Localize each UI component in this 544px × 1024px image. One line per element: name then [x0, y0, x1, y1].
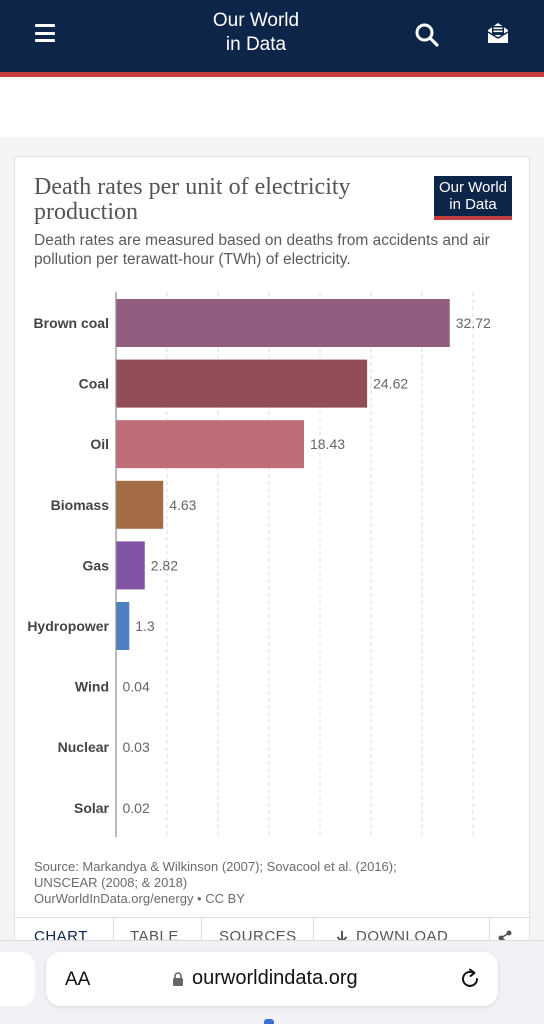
site-header: Our World in Data	[0, 0, 544, 77]
reload-icon[interactable]	[458, 967, 482, 991]
owid-logo-badge[interactable]: Our World in Data	[434, 176, 512, 220]
bar-gas[interactable]	[116, 541, 145, 590]
source-line2: UNSCEAR (2008; & 2018)	[34, 875, 188, 890]
address-bar[interactable]: AA ourworldindata.org	[46, 952, 498, 1006]
bar-chart: Brown coal 32.72 Coal 24.62 Oil 18.43 Biomass 4…	[27, 292, 491, 837]
badge-accent	[434, 216, 512, 220]
search-icon[interactable]	[414, 22, 440, 48]
category-label: Biomass	[51, 497, 110, 513]
value-label: 0.04	[123, 679, 150, 695]
value-label: 0.02	[123, 800, 150, 816]
value-label: 1.3	[135, 618, 155, 634]
tab-divider	[489, 918, 490, 958]
previous-tab-peek[interactable]	[0, 952, 35, 1006]
bar-brown-coal[interactable]	[116, 299, 450, 347]
value-label: 0.03	[123, 739, 150, 755]
tab-divider	[313, 918, 314, 958]
hamburger-menu-icon[interactable]	[35, 24, 55, 42]
category-label: Coal	[79, 376, 109, 392]
bar-oil[interactable]	[116, 420, 304, 469]
bar-hydropower[interactable]	[116, 602, 130, 650]
category-label: Gas	[83, 557, 110, 573]
value-label: 18.43	[310, 436, 345, 452]
chart-card: Death rates per unit of electricity prod…	[14, 156, 531, 958]
chart-sources[interactable]: Source: Markandya & Wilkinson (2007); So…	[34, 859, 504, 907]
chart-title: Death rates per unit of electricity prod…	[34, 174, 351, 225]
site-logo-line2: in Data	[225, 34, 287, 55]
value-label: 32.72	[456, 315, 491, 331]
home-indicator	[264, 1019, 274, 1024]
tab-divider	[113, 918, 114, 958]
value-label: 4.63	[169, 497, 196, 513]
bar-biomass[interactable]	[116, 480, 164, 529]
value-label: 24.62	[373, 376, 408, 392]
browser-toolbar: AA ourworldindata.org	[0, 940, 544, 1024]
url-text: ourworldindata.org	[192, 967, 358, 989]
category-label: Hydropower	[27, 618, 109, 634]
category-label: Solar	[74, 800, 110, 816]
lock-icon	[173, 972, 183, 986]
source-line1: Source: Markandya & Wilkinson (2007); So…	[34, 859, 397, 874]
value-label: 2.82	[151, 557, 178, 573]
page-spacer	[0, 77, 544, 137]
envelope-icon[interactable]	[485, 20, 511, 46]
reader-options-button[interactable]: AA	[65, 969, 90, 991]
header-accent-line	[0, 72, 544, 77]
tab-divider	[201, 918, 202, 958]
category-label: Brown coal	[34, 315, 109, 331]
source-line3: OurWorldInData.org/energy • CC BY	[34, 891, 245, 906]
category-label: Wind	[75, 679, 109, 695]
bar-coal[interactable]	[116, 359, 368, 408]
badge-line1: Our World	[438, 179, 508, 196]
category-label: Oil	[90, 436, 109, 452]
chart-subtitle: Death rates are measured based on deaths…	[34, 232, 490, 268]
badge-line2: in Data	[449, 196, 497, 213]
aa-label: AA	[65, 969, 91, 990]
category-label: Nuclear	[58, 739, 110, 755]
site-logo-line1: Our World	[212, 10, 300, 31]
site-logo[interactable]: Our World in Data	[196, 9, 316, 57]
